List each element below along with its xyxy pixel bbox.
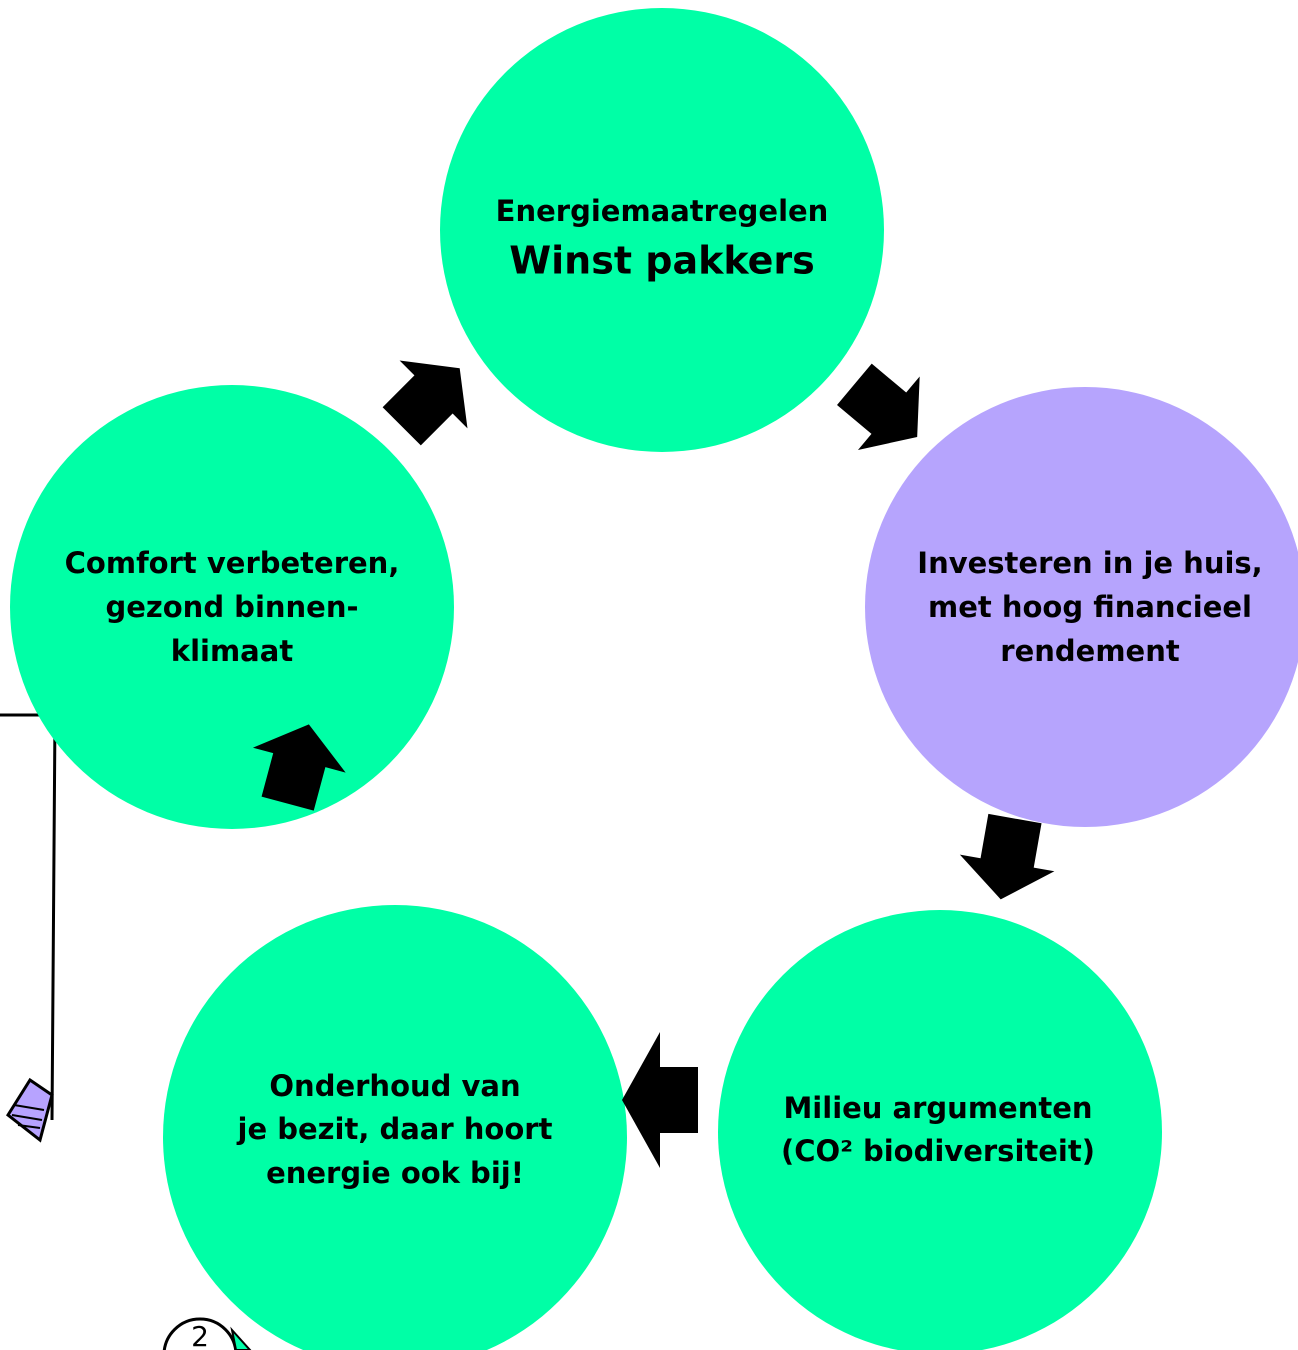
page-number: 2 xyxy=(191,1320,209,1350)
node-label: gezond binnen- xyxy=(105,590,358,624)
arrow xyxy=(622,1032,698,1168)
node-label: met hoog financieel xyxy=(928,590,1252,624)
node-label: klimaat xyxy=(171,634,294,668)
node-circle xyxy=(718,910,1162,1350)
node-label: Investeren in je huis, xyxy=(917,546,1262,580)
doodle xyxy=(0,715,55,1140)
node-label: rendement xyxy=(1000,634,1180,668)
node-label: Energiemaatregelen xyxy=(496,194,829,228)
node-circle xyxy=(440,8,884,452)
node-label: Comfort verbeteren, xyxy=(65,546,400,580)
page: 2 Energiemaatregelen Winst pakkers Inves… xyxy=(0,0,1298,1350)
node-label: Milieu argumenten xyxy=(783,1091,1092,1125)
node-label: (CO² biodiversiteit) xyxy=(781,1134,1095,1168)
node-label: energie ook bij! xyxy=(266,1156,524,1190)
arrow xyxy=(953,810,1062,907)
node-label: Onderhoud van xyxy=(269,1069,520,1103)
doodle-leaf xyxy=(232,1330,250,1350)
cycle-diagram: 2 Energiemaatregelen Winst pakkers Inves… xyxy=(0,0,1298,1350)
arrow xyxy=(368,334,494,460)
node-label: je bezit, daar hoort xyxy=(237,1112,553,1146)
node-label: Winst pakkers xyxy=(509,239,815,283)
